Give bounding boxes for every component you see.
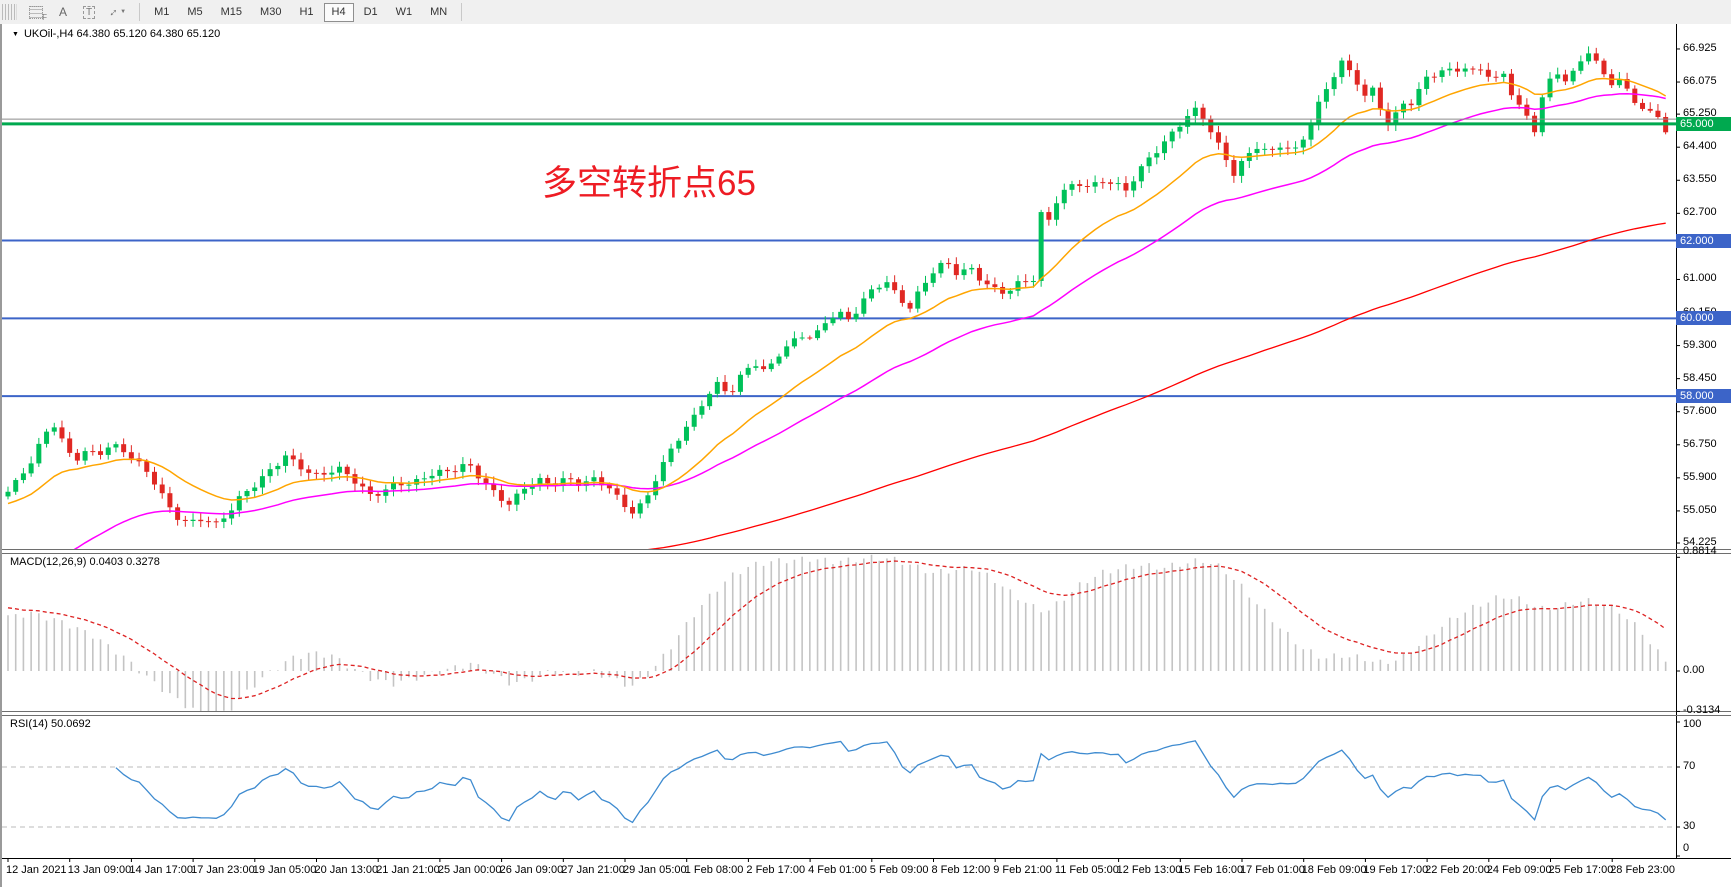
time-tick-label: 2 Feb 17:00	[746, 864, 806, 876]
macd-tick-label: -0.3134	[1683, 704, 1721, 717]
chart-grid-f-icon[interactable]: F	[22, 2, 50, 22]
time-tick-label: 25 Feb 17:00	[1548, 864, 1614, 876]
time-tick-label: 12 Feb 13:00	[1116, 864, 1182, 876]
timeframe-button-d1[interactable]: D1	[356, 3, 386, 22]
price-level-badge: 58.000	[1676, 389, 1731, 404]
timeframe-button-m30[interactable]: M30	[252, 3, 289, 22]
toolbar: F A T ↕ ▼ M1 M5 M15 M30 H1 H4 D1 W1 MN	[0, 0, 1731, 25]
toolbar-grip[interactable]	[2, 4, 17, 20]
price-tick-label: 56.750	[1683, 437, 1717, 450]
timeframe-button-m5[interactable]: M5	[179, 3, 210, 22]
rsi-tick-label: 30	[1683, 820, 1696, 832]
timeframe-button-m1[interactable]: M1	[146, 3, 177, 22]
font-a-icon[interactable]: A	[52, 2, 74, 22]
price-tick-label: 57.600	[1683, 404, 1717, 417]
price-level-badge: 65.000	[1676, 116, 1731, 131]
timeframe-button-mn[interactable]: MN	[422, 3, 455, 22]
price-tick-label: 66.075	[1683, 75, 1717, 88]
price-axis[interactable]: 66.92566.07565.25064.40063.55062.70061.8…	[1676, 24, 1731, 887]
time-tick-label: 26 Jan 09:00	[499, 864, 564, 876]
timeframe-button-m15[interactable]: M15	[213, 3, 250, 22]
time-tick-label: 25 Jan 00:00	[437, 864, 502, 876]
price-tick-label: 59.300	[1683, 338, 1717, 351]
time-tick-label: 14 Jan 17:00	[129, 864, 194, 876]
time-tick-label: 19 Jan 05:00	[252, 864, 317, 876]
time-tick-label: 28 Feb 23:00	[1610, 864, 1676, 876]
macd-tick-label: 0.8814	[1683, 545, 1717, 558]
timeframe-button-w1[interactable]: W1	[388, 3, 421, 22]
price-tick-label: 61.000	[1683, 272, 1717, 285]
time-tick-label: 19 Feb 17:00	[1363, 864, 1429, 876]
time-tick-label: 9 Feb 21:00	[993, 864, 1052, 876]
chart-canvas[interactable]	[2, 24, 1731, 887]
collapse-triangle-icon: ▼	[12, 30, 19, 38]
price-tick-label: 55.050	[1683, 503, 1717, 516]
toolbar-separator	[139, 3, 141, 21]
price-level-badge: 62.000	[1676, 233, 1731, 248]
timeframe-button-h4[interactable]: H4	[323, 2, 354, 22]
time-tick-label: 12 Jan 2021	[6, 864, 67, 876]
time-tick-label: 4 Feb 01:00	[808, 864, 867, 876]
price-tick-label: 55.900	[1683, 470, 1717, 483]
rsi-tick-label: 70	[1683, 760, 1696, 772]
time-tick-label: 1 Feb 08:00	[684, 864, 744, 876]
price-tick-label: 66.925	[1683, 41, 1717, 54]
timeframe-bar: M1 M5 M15 M30 H1 H4 D1 W1 MN	[145, 2, 456, 22]
time-tick-label: 24 Feb 09:00	[1486, 864, 1552, 876]
dropdown-caret-icon: ▼	[120, 9, 127, 15]
rsi-label: RSI(14) 50.0692	[10, 718, 91, 730]
price-tick-label: 54.225	[1683, 536, 1717, 548]
timeframe-button-h1[interactable]: H1	[291, 3, 321, 22]
symbol-ohlc-text: UKOil-,H4 64.380 65.120 64.380 65.120	[23, 28, 221, 40]
price-tick-label: 62.700	[1683, 206, 1717, 219]
chart-title: ▼ UKOil-,H4 64.380 65.120 64.380 65.120	[12, 28, 220, 40]
time-tick-label: 13 Jan 09:00	[67, 864, 132, 876]
time-tick-label: 22 Feb 20:00	[1425, 864, 1490, 876]
price-level-badge: 60.000	[1676, 311, 1731, 326]
price-tick-label: 58.450	[1683, 371, 1717, 384]
grid-glyph-icon: F	[29, 5, 47, 22]
time-tick-label: 21 Jan 21:00	[376, 864, 440, 876]
arrange-arrows-icon[interactable]: ↕ ▼	[104, 2, 133, 22]
annotation-text: 多空转折点65	[542, 164, 756, 203]
time-axis[interactable]: 12 Jan 2021 13 Jan 09:00 14 Jan 17:00 17 Ja…	[2, 858, 1731, 887]
time-tick-label: 17 Feb 01:00	[1240, 864, 1305, 876]
rsi-tick-label: 0	[1683, 842, 1690, 854]
toolbar-separator	[461, 3, 463, 21]
time-tick-label: 20 Jan 13:00	[314, 864, 379, 876]
time-tick-label: 18 Feb 09:00	[1301, 864, 1367, 876]
time-tick-label: 17 Jan 23:00	[191, 864, 255, 876]
time-tick-label: 5 Feb 09:00	[869, 864, 929, 876]
time-tick-label: 15 Feb 16:00	[1178, 864, 1244, 876]
time-tick-label: 27 Jan 21:00	[561, 864, 625, 876]
price-tick-label: 63.550	[1683, 173, 1717, 186]
price-tick-label: 65.250	[1683, 107, 1717, 120]
time-tick-label: 29 Jan 05:00	[623, 864, 687, 876]
price-tick-label: 64.400	[1683, 140, 1717, 153]
text-label-icon[interactable]: T	[76, 2, 102, 22]
rsi-tick-label: 100	[1683, 718, 1702, 730]
time-tick-label: 11 Feb 05:00	[1054, 864, 1119, 876]
time-tick-label: 8 Feb 12:00	[931, 864, 991, 876]
macd-tick-label: 0.00	[1683, 664, 1705, 676]
macd-label: MACD(12,26,9) 0.0403 0.3278	[10, 556, 160, 568]
chart-window[interactable]: ▼ UKOil-,H4 64.380 65.120 64.380 65.120 …	[0, 24, 1731, 887]
